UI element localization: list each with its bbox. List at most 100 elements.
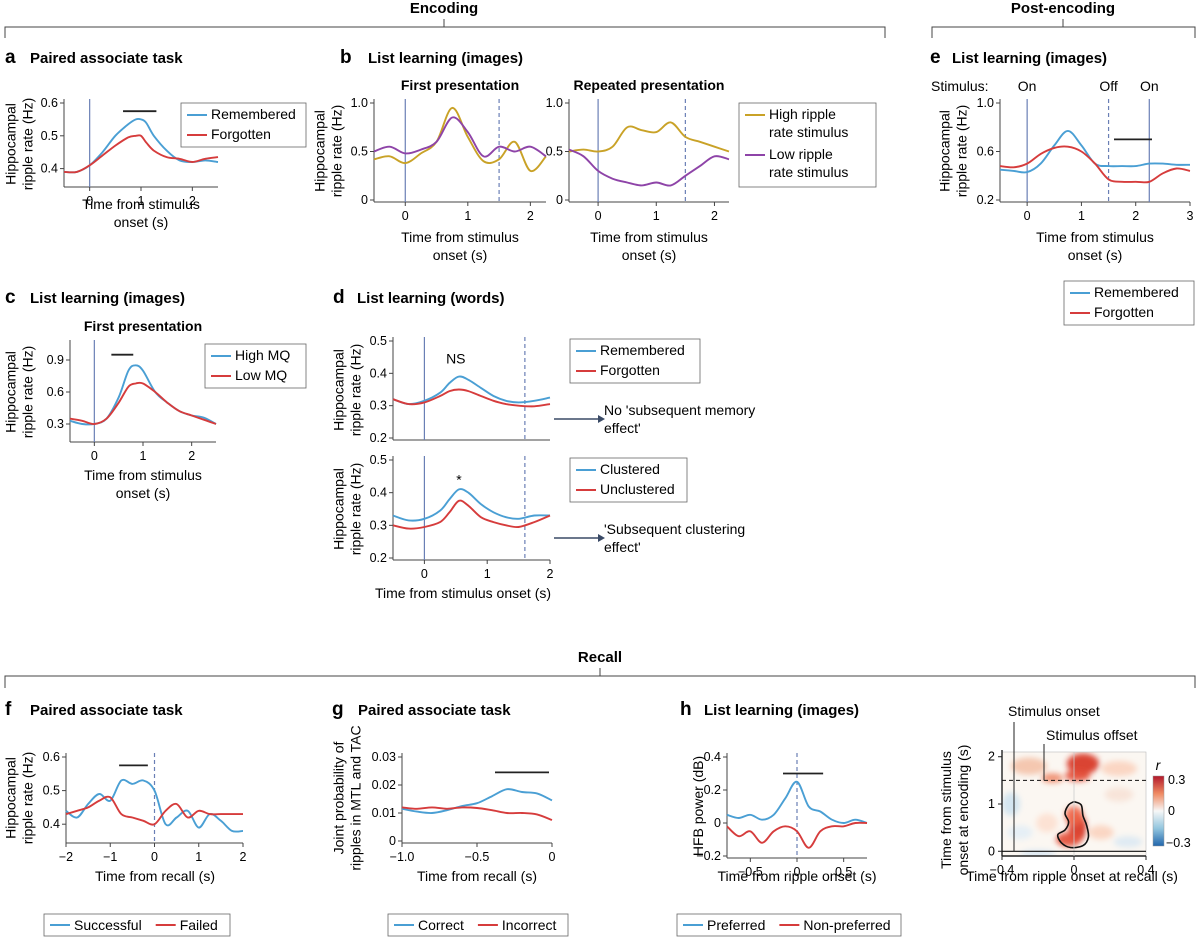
section-recall-bracket	[4, 668, 1196, 688]
y-tick-label-g: 0.03	[372, 750, 396, 764]
panel-title-a: Paired associate task	[30, 50, 183, 67]
heatmap-cell	[1088, 825, 1114, 840]
y-tick-label-d2: 0.2	[370, 551, 387, 565]
y-tick-label-g: 0.01	[372, 806, 396, 820]
panel-letter-a: a	[5, 47, 16, 68]
legend-label-a-1: Forgotten	[211, 126, 271, 142]
panel-subtitle-b2: Repeated presentation	[574, 77, 725, 93]
y-axis-label-c: ripple rate (Hz)	[20, 346, 36, 439]
panel-letter-d1: d	[333, 287, 345, 308]
y-tick-label-f: 0.6	[43, 750, 60, 764]
x-tick-label-b2: 0	[595, 209, 602, 223]
legend-box-e	[1063, 280, 1195, 326]
y-tick-label-a: 0.5	[41, 129, 58, 143]
y-axis-label-b1: Hippocampal	[312, 110, 328, 192]
x-tick-label-e: 2	[1132, 209, 1139, 223]
x-tick-label-a: 0	[86, 194, 93, 208]
series-line-b1-1	[373, 116, 547, 158]
y-tick-label-g: 0.02	[372, 778, 396, 792]
x-tick-label-f: 0	[151, 850, 158, 864]
series-line-g-0	[401, 788, 553, 814]
panel-letter-g: g	[332, 699, 344, 720]
heatmap-cell	[1101, 760, 1137, 777]
arrow-head-d1	[598, 415, 605, 423]
y-tick-label-d2: 0.5	[370, 453, 387, 467]
panel-g: g Paired associate task 0 0.01 0.02 0.03 −1.0 −…	[331, 699, 569, 937]
section-encoding: Encoding	[4, 0, 886, 38]
x-axis-label-d2: Time from stimulus onset (s)	[375, 585, 551, 601]
y-tick-label-d1: 0.5	[370, 334, 387, 348]
y-axis-label-d2: Hippocampal	[331, 468, 347, 550]
panel-subtitle-c: First presentation	[84, 318, 202, 334]
heatmap-cell	[1104, 787, 1134, 802]
heatmap-y-axis-label: onset at encoding (s)	[955, 745, 971, 876]
y-tick-label-e: 1.0	[977, 96, 994, 110]
panel-title-f: Paired associate task	[30, 702, 183, 719]
legend-label-d1-0: Remembered	[600, 342, 685, 358]
x-tick-label-c: 0	[91, 449, 98, 463]
stimulus-marker-label-e: On	[1140, 78, 1159, 94]
series-line-b2-0	[568, 121, 730, 153]
x-tick-label-f: −1	[103, 850, 117, 864]
y-tick-label-b1: 1.0	[351, 96, 368, 110]
x-tick-label-c: 2	[188, 449, 195, 463]
heatmap-cell	[1002, 792, 1020, 816]
series-line-g-1	[401, 806, 553, 821]
x-axis-label-g: Time from recall (s)	[417, 868, 537, 884]
x-axis-label-f: Time from recall (s)	[95, 868, 215, 884]
x-tick-label-g: −1.0	[390, 850, 415, 864]
x-axis-label-c: Time from stimulus	[84, 467, 202, 483]
series-line-b1-0	[373, 106, 547, 173]
y-axis-label-h: HFB power (dB)	[690, 756, 706, 856]
x-tick-label-b1: 2	[527, 209, 534, 223]
legend-label-d2-1: Unclustered	[600, 481, 675, 497]
heatmap-cell	[1113, 836, 1143, 848]
y-tick-label-d1: 0.3	[370, 399, 387, 413]
x-tick-label-a: 1	[138, 194, 145, 208]
heatmap-cell	[1065, 769, 1091, 782]
y-tick-label-e: 0.6	[977, 145, 994, 159]
x-tick-label-b2: 2	[711, 209, 718, 223]
y-axis-label-b1: ripple rate (Hz)	[329, 105, 345, 198]
series-line-a-1	[63, 134, 219, 174]
arrow-text-d1: No 'subsequent memory	[604, 402, 755, 418]
series-line-f-1	[65, 795, 243, 826]
heatmap-y-axis-label: Time from stimulus	[938, 751, 954, 869]
legend-label-a-0: Remembered	[211, 106, 296, 122]
legend-label-c-0: High MQ	[235, 347, 290, 363]
panel-b1: b List learning (images) First presentatio…	[312, 47, 547, 263]
y-axis-label-d1: ripple rate (Hz)	[348, 344, 364, 437]
panel-letter-c: c	[5, 287, 16, 308]
heatmap-y-tick-label: 2	[988, 750, 995, 764]
x-tick-label-h: 0	[794, 865, 801, 879]
x-axis-label-b2: Time from stimulus	[590, 229, 708, 245]
panel-heatmap: −0.4 0 0.4 0 1 2 Time from ripple onset at rec…	[938, 703, 1191, 884]
panel-title-e: List learning (images)	[952, 50, 1107, 67]
colorbar-zero-label: 0	[1168, 804, 1175, 818]
y-tick-label-b2: 1.0	[546, 96, 563, 110]
x-axis-label-b1: Time from stimulus	[401, 229, 519, 245]
panel-title-h: List learning (images)	[704, 702, 859, 719]
heatmap-contour	[1056, 800, 1090, 849]
panel-letter-e: e	[930, 47, 941, 68]
legend-label-g-1: Incorrect	[502, 917, 557, 933]
legend-label-b2-1: Low ripple	[769, 146, 833, 162]
y-tick-label-h: 0	[714, 816, 721, 830]
legend-label-b2-0: High ripple	[769, 106, 836, 122]
x-tick-label-e: 1	[1078, 209, 1085, 223]
y-axis-label-f: ripple rate (Hz)	[20, 752, 36, 845]
y-axis-label-e: ripple rate (Hz)	[954, 105, 970, 198]
legend-label-e-1: Forgotten	[1094, 304, 1154, 320]
panel-title-g: Paired associate task	[358, 702, 511, 719]
legend-box-b2	[738, 102, 877, 188]
x-axis-label-b1: onset (s)	[433, 247, 487, 263]
legend-label-d2-0: Clustered	[600, 461, 660, 477]
x-tick-label-g: −0.5	[465, 850, 490, 864]
x-tick-label-h: −0.5	[738, 865, 763, 879]
arrow-text-d2: 'Subsequent clustering	[604, 521, 745, 537]
panel-e: e List learning (images) 0.2 0.6 1.0 0 1 2 3 Time…	[930, 47, 1195, 326]
panel-letter-f: f	[5, 699, 12, 720]
significance-annotation-d2: *	[456, 472, 462, 488]
